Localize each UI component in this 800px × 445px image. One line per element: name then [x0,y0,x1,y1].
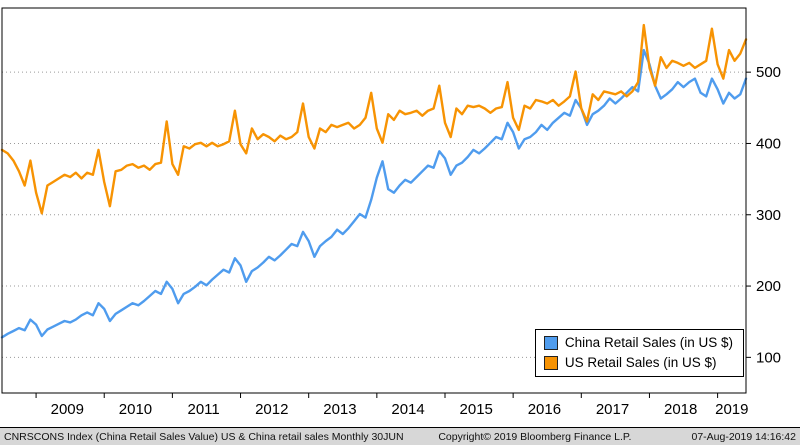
y-tick-label: 300 [756,207,781,224]
x-year-label: 2013 [323,401,356,418]
x-year-label: 2011 [187,401,219,418]
x-year-label: 2010 [119,401,152,418]
x-axis-ticks [35,393,719,398]
x-year-label: 2018 [664,401,697,418]
x-year-label: 2012 [255,401,288,418]
x-year-label: 2019 [715,401,748,418]
footer-copyright: Copyright© 2019 Bloomberg Finance L.P. [438,430,632,443]
retail-sales-chart: 2009 2010 2011 2012 2013 2014 2015 2016 2017 2018… [0,7,781,418]
bloomberg-footer-bar: CNRSCONS Index (China Retail Sales Value… [0,427,800,445]
y-tick-label: 100 [756,349,781,366]
footer-ticker-description: CNRSCONS Index (China Retail Sales Value… [4,430,404,443]
y-axis-ticks [746,71,751,358]
y-axis-value-labels: 100 200 300 400 500 [756,64,781,366]
china-series-swatch [543,335,558,350]
chart-legend: China Retail Sales (in US $) US Retail S… [534,329,744,377]
series-lines [0,23,748,339]
y-tick-label: 200 [756,278,781,295]
plot-frame [1,7,747,394]
footer-timestamp: 07-Aug-2019 14:16:42 [691,430,796,443]
legend-item-us: US Retail Sales (in US $) [543,355,733,370]
y-tick-label: 500 [756,64,781,81]
x-year-label: 2017 [596,401,629,418]
x-year-label: 2015 [460,401,493,418]
legend-item-china: China Retail Sales (in US $) [543,335,733,350]
x-year-label: 2016 [528,401,561,418]
us-retail-line [0,23,748,215]
china-series-label: China Retail Sales (in US $) [564,335,733,350]
y-tick-label: 400 [756,135,781,152]
us-series-label: US Retail Sales (in US $) [564,355,717,370]
x-axis-year-labels: 2009 2010 2011 2012 2013 2014 2015 2016 2017 2018… [51,401,749,418]
x-year-label: 2014 [391,401,424,418]
china-retail-line [0,48,748,339]
x-year-label: 2009 [51,401,84,418]
us-series-swatch [543,355,558,370]
